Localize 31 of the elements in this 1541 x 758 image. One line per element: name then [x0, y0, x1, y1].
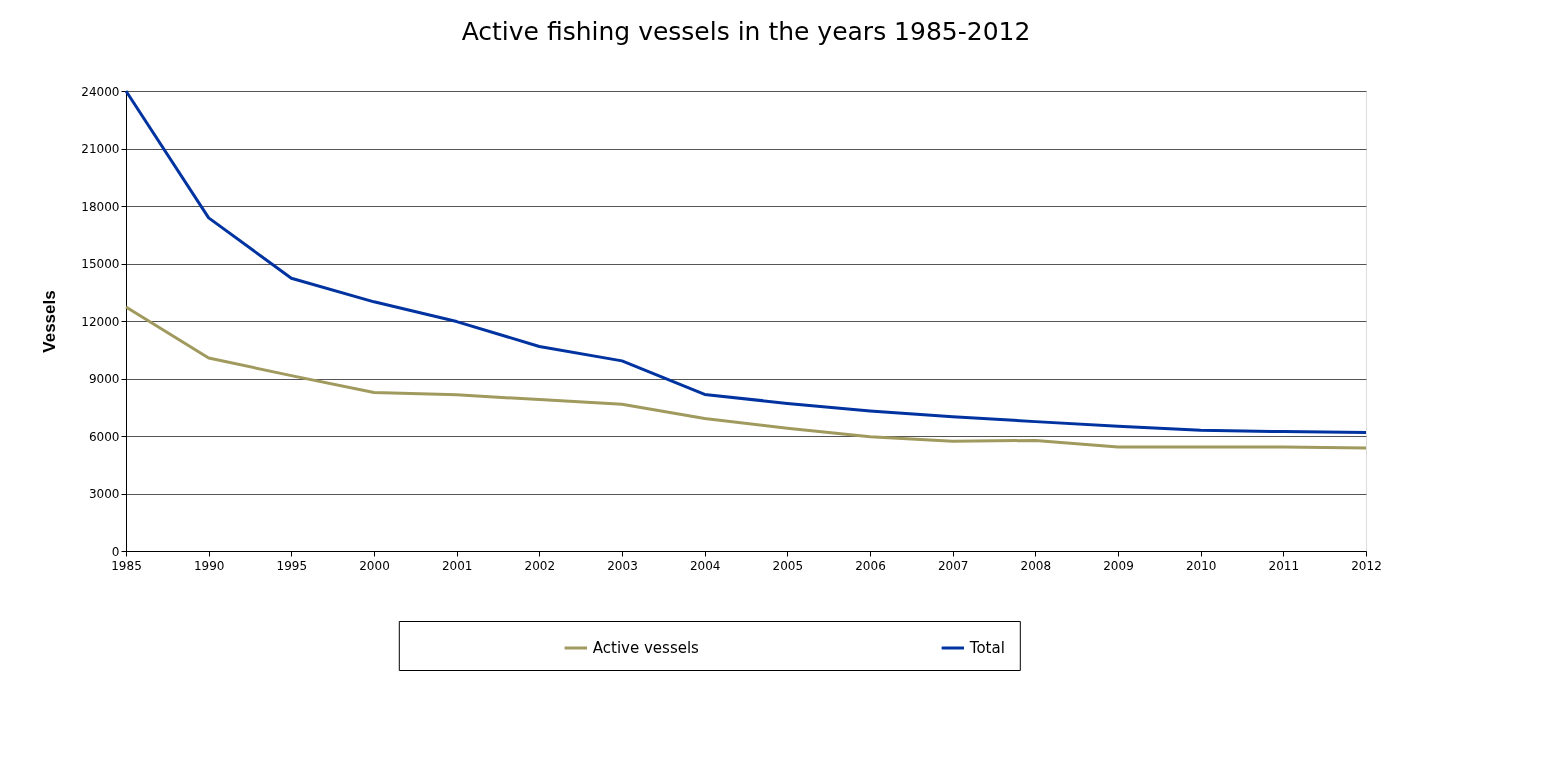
x-tick-label: 2009: [1103, 558, 1134, 573]
y-tick-label: 12000: [81, 314, 120, 329]
legend-label: Active vessels: [592, 639, 700, 657]
x-tick-label: 2005: [772, 558, 804, 573]
x-tick-label: 2008: [1020, 558, 1052, 573]
x-tick-label: 2004: [689, 558, 721, 573]
x-tick-label: 1995: [276, 558, 308, 573]
y-tick-label: 24000: [81, 84, 120, 99]
y-tick-label: 15000: [81, 257, 120, 271]
x-tick-label: 2011: [1268, 558, 1300, 573]
x-tick-label: 2002: [524, 558, 556, 573]
line-series: [124, 305, 1368, 450]
x-tick-label: 2001: [441, 558, 473, 573]
x-tick-label: 2000: [359, 558, 390, 573]
y-tick-label: 18000: [81, 199, 120, 214]
y-tick-label: 0: [111, 544, 120, 559]
y-tick-label: 3000: [88, 487, 120, 501]
x-tick-label: 1985: [111, 558, 142, 573]
y-axis-title: Vessels: [40, 290, 60, 353]
x-tick-label: 2010: [1185, 558, 1217, 573]
x-tick-label: 1990: [193, 558, 225, 573]
y-tick-label: 6000: [88, 429, 120, 444]
y-tick-label: 21000: [81, 142, 120, 156]
x-tick-label: 2003: [607, 558, 638, 573]
y-tick-label: 9000: [88, 372, 120, 386]
chart-title: Active fishing vessels in the years 1985-2012: [461, 17, 1031, 46]
line-series: [124, 89, 1368, 435]
x-tick-label: 2007: [937, 558, 969, 573]
x-tick-label: 2006: [855, 558, 886, 573]
x-tick-label: 2012: [1351, 558, 1382, 573]
legend-label: Total: [968, 639, 1005, 657]
